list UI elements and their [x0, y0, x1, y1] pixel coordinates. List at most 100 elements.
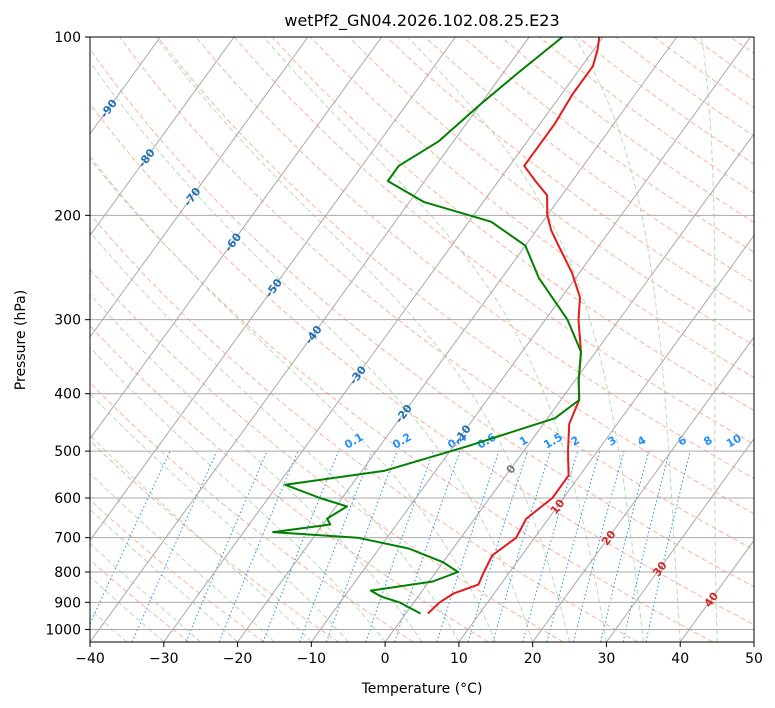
dry-adiabat-line — [501, 37, 754, 223]
mixing-ratio-label: 1 — [517, 434, 530, 449]
moist-adiabat-line — [155, 37, 571, 642]
mixing-ratio-label: 1.5 — [541, 431, 564, 452]
x-tick-label: 30 — [598, 651, 616, 667]
dry-adiabat-line — [90, 48, 754, 588]
isotherm-label: -90 — [98, 97, 121, 121]
mixing-ratio-line — [467, 450, 529, 642]
isotherm-label: -80 — [136, 146, 159, 170]
y-tick-label: 600 — [54, 491, 81, 507]
moist-adiabat-line — [90, 231, 460, 642]
y-tick-label: 500 — [54, 444, 81, 460]
dry-adiabat-line — [90, 559, 190, 642]
profile-series — [272, 37, 601, 615]
x-tick-label: 0 — [381, 651, 390, 667]
dry-adiabat-line — [386, 37, 754, 315]
moist-adiabat-line — [701, 37, 718, 642]
mixing-ratio-line — [185, 450, 268, 642]
mixing-ratio-lines: 0.10.20.40.611.52346810131620253036 — [90, 430, 774, 642]
isotherm-line — [0, 37, 13, 642]
moist-adiabats — [90, 37, 718, 642]
x-tick-label: 20 — [524, 651, 542, 667]
mixing-ratio-line — [299, 450, 373, 642]
mixing-ratio-line — [573, 450, 625, 642]
moist-adiabat-line — [90, 576, 165, 642]
mixing-ratio-line — [262, 450, 340, 642]
mixing-ratio-line — [546, 450, 601, 642]
mixing-ratio-line — [600, 450, 650, 642]
isotherm-label: -50 — [263, 276, 286, 300]
y-tick-label: 300 — [54, 313, 81, 329]
isotherms — [0, 37, 754, 642]
dry-adiabat-line — [90, 439, 339, 642]
dry-adiabat-line — [90, 103, 754, 626]
isotherm-label: 40 — [702, 589, 722, 609]
x-axis-label: Temperature (°C) — [361, 681, 483, 697]
temperature-line — [427, 37, 601, 615]
dry-adiabat-line — [157, 37, 754, 515]
mixing-ratio-line — [325, 450, 398, 642]
moist-adiabat-line — [407, 37, 644, 642]
dry-adiabat-line — [692, 37, 754, 81]
isotherm-line — [90, 37, 235, 237]
moist-adiabat-line — [90, 393, 349, 642]
x-tick-label: −10 — [297, 651, 327, 667]
mixing-ratio-label: 10 — [724, 431, 744, 450]
mixing-ratio-line — [492, 450, 551, 642]
isotherm-line — [90, 37, 383, 440]
y-tick-label: 400 — [54, 387, 81, 403]
moist-adiabat-line — [263, 37, 607, 642]
isotherm-line — [753, 641, 754, 642]
isotherm-line — [679, 539, 754, 642]
y-tick-label: 900 — [54, 595, 81, 611]
dry-adiabat-line — [462, 37, 754, 253]
dry-adiabat-line — [233, 37, 754, 445]
isotherm-line — [384, 133, 754, 642]
isotherm-line — [458, 234, 754, 642]
dry-adiabat-line — [90, 158, 713, 642]
mixing-ratio-label: 13 — [754, 432, 774, 451]
moist-adiabat-line — [90, 60, 534, 642]
plot-frame — [89, 36, 755, 643]
dry-adiabat-line — [195, 37, 754, 480]
x-axis-ticks: −40 −30 −20 −10 0 10 20 30 40 50 — [75, 642, 763, 667]
isotherm-label: -100 — [54, 49, 81, 79]
mixing-ratio-label: 2 — [569, 434, 582, 449]
mixing-ratio-line — [622, 450, 670, 642]
dewpoint-line — [272, 37, 582, 615]
y-axis-label: Pressure (hPa) — [13, 290, 29, 390]
mixing-ratio-label: 0.1 — [342, 431, 365, 452]
plot-area: 0.10.20.40.611.52346810131620253036 -100… — [0, 37, 775, 642]
moist-adiabat-line — [90, 472, 275, 642]
x-tick-label: 50 — [745, 651, 763, 667]
dry-adiabat-line — [615, 37, 754, 137]
dry-adiabat-line — [90, 382, 414, 642]
mixing-ratio-line — [522, 450, 579, 642]
isotherm-label: 20 — [599, 528, 619, 548]
isotherm-line — [237, 37, 678, 642]
isotherm-label: -30 — [347, 363, 370, 387]
y-axis-ticks: 100 200 300 400 500 600 700 800 900 1000 — [45, 30, 90, 638]
y-tick-label: 700 — [54, 531, 81, 547]
moist-adiabat-line — [574, 37, 681, 642]
y-tick-label: 100 — [54, 30, 81, 46]
x-tick-label: −30 — [149, 651, 179, 667]
mixing-ratio-label: 4 — [635, 433, 648, 448]
dry-adiabat-line — [769, 37, 775, 642]
x-tick-label: 10 — [450, 651, 468, 667]
moist-adiabat-line — [90, 542, 202, 642]
isotherm-label: -20 — [393, 402, 416, 426]
dry-adiabat-line — [119, 37, 754, 551]
chart-title: wetPf2_GN04.2026.102.08.25.E23 — [284, 11, 559, 31]
moist-adiabat-line — [90, 508, 238, 642]
moist-adiabat-line — [90, 346, 386, 642]
y-tick-label: 800 — [54, 565, 81, 581]
dry-adiabat-line — [271, 37, 754, 412]
dry-adiabat-line — [424, 37, 754, 284]
isotherm-line — [532, 336, 754, 642]
mixing-ratio-line — [131, 450, 218, 642]
dry-adiabat-line — [577, 37, 754, 165]
mixing-ratio-label: 0.2 — [390, 431, 413, 452]
x-tick-label: −20 — [223, 651, 253, 667]
mixing-ratio-line — [218, 450, 299, 642]
